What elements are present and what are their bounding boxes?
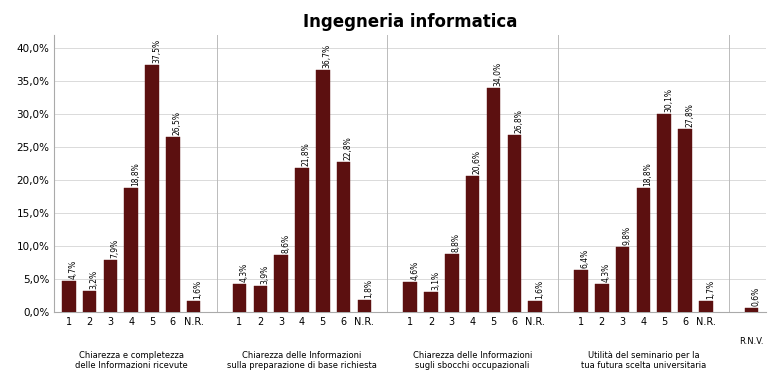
Bar — [83, 291, 96, 312]
Title: Ingegneria informatica: Ingegneria informatica — [303, 13, 517, 31]
Bar — [166, 137, 180, 312]
Text: 18,8%: 18,8% — [643, 162, 652, 186]
Text: 0,6%: 0,6% — [752, 287, 761, 306]
Bar — [637, 188, 650, 312]
Text: 4,6%: 4,6% — [410, 261, 420, 280]
Bar — [316, 70, 330, 312]
Text: R.N.V.: R.N.V. — [739, 337, 764, 346]
Bar — [274, 255, 288, 312]
Text: Chiarezza delle Informazioni
sulla preparazione di base richiesta: Chiarezza delle Informazioni sulla prepa… — [227, 351, 377, 370]
Text: 4,3%: 4,3% — [601, 262, 611, 282]
Text: 30,1%: 30,1% — [664, 88, 673, 112]
Text: 7,9%: 7,9% — [111, 239, 119, 258]
Text: Utilità del seminario per la
tua futura scelta universitaria: Utilità del seminario per la tua futura … — [580, 351, 706, 370]
Text: 1,7%: 1,7% — [706, 280, 715, 299]
Bar — [616, 247, 629, 312]
Text: 4,7%: 4,7% — [69, 260, 77, 279]
Text: 27,8%: 27,8% — [685, 103, 694, 127]
Bar — [508, 135, 521, 312]
Bar — [574, 270, 587, 312]
Bar — [678, 129, 692, 312]
Bar — [424, 292, 438, 312]
Bar — [403, 282, 417, 312]
Text: 22,8%: 22,8% — [344, 136, 353, 160]
Bar — [125, 188, 138, 312]
Bar — [487, 88, 500, 312]
Text: 20,6%: 20,6% — [473, 150, 481, 174]
Bar — [595, 284, 608, 312]
Text: 3,1%: 3,1% — [431, 270, 440, 290]
Bar — [466, 176, 479, 312]
Text: 26,5%: 26,5% — [173, 111, 182, 135]
Text: 8,6%: 8,6% — [281, 234, 290, 254]
Bar — [445, 254, 459, 312]
Bar — [233, 284, 246, 312]
Text: 9,8%: 9,8% — [622, 226, 632, 245]
Text: 37,5%: 37,5% — [152, 39, 161, 63]
Bar — [699, 301, 713, 312]
Bar — [62, 281, 76, 312]
Text: 26,8%: 26,8% — [515, 110, 523, 133]
Text: 34,0%: 34,0% — [494, 62, 502, 86]
Text: Chiarezza e completezza
delle Informazioni ricevute: Chiarezza e completezza delle Informazio… — [75, 351, 187, 370]
Text: 6,4%: 6,4% — [581, 248, 590, 268]
Bar — [254, 286, 267, 312]
Text: 3,9%: 3,9% — [260, 265, 269, 284]
Text: 36,7%: 36,7% — [323, 44, 332, 68]
Text: 1,6%: 1,6% — [535, 280, 544, 300]
Bar — [187, 301, 200, 312]
Text: 1,8%: 1,8% — [365, 279, 373, 298]
Bar — [295, 168, 309, 312]
Bar — [657, 113, 671, 312]
Text: 18,8%: 18,8% — [132, 162, 140, 186]
Bar — [358, 300, 372, 312]
Bar — [529, 301, 542, 312]
Bar — [337, 162, 351, 312]
Bar — [146, 65, 159, 312]
Bar — [104, 260, 117, 312]
Text: 8,8%: 8,8% — [452, 233, 461, 252]
Text: 1,6%: 1,6% — [194, 280, 203, 300]
Text: 21,8%: 21,8% — [302, 143, 311, 166]
Bar — [745, 308, 759, 312]
Text: 3,2%: 3,2% — [90, 270, 98, 289]
Text: Chiarezza delle Informazioni
sugli sbocchi occupazionali: Chiarezza delle Informazioni sugli sbocc… — [413, 351, 533, 370]
Text: 4,3%: 4,3% — [239, 262, 248, 282]
